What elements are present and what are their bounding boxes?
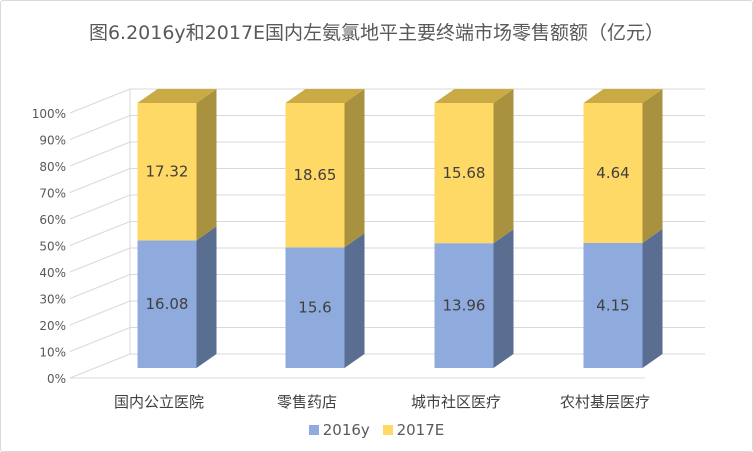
data-label: 18.65 [294, 166, 337, 184]
y-tick-label: 80% [39, 160, 66, 174]
y-tick-label: 30% [39, 293, 66, 307]
data-label: 15.68 [443, 164, 486, 182]
category-label: 零售药店 [277, 393, 337, 411]
bar-2017E [583, 103, 643, 243]
bar-top-2017E [137, 89, 217, 103]
y-tick-label: 10% [39, 346, 66, 360]
bar-2016y [434, 243, 494, 368]
y-tick-label: 70% [39, 187, 66, 201]
data-label: 13.96 [443, 297, 486, 315]
chart-title: 图6.2016y和2017E国内左氨氯地平主要终端市场零售额额（亿元） [88, 22, 665, 44]
bar-2017E [137, 103, 197, 241]
bar-side-2017E [493, 89, 514, 244]
legend-swatch-2017E [382, 425, 393, 435]
bar-side-2016y [344, 233, 365, 368]
bar-side-2016y [196, 226, 217, 368]
bar-2017E [285, 103, 345, 248]
y-axis-ticks: 0% 10% 20% 30% 40% 50% 60% 70% 80% 90% 100% [32, 107, 66, 386]
bar-top-2017E [583, 89, 663, 103]
y-tick-label: 0% [47, 372, 66, 386]
bar-side-2016y [642, 228, 663, 368]
y-tick-label: 50% [39, 240, 66, 254]
y-tick-label: 40% [39, 266, 66, 280]
category-label: 城市社区医疗 [411, 393, 501, 411]
category-labels: 国内公立医院 零售药店 城市社区医疗 农村基层医疗 [114, 393, 650, 411]
bar-2016y [137, 240, 197, 368]
legend-entry-2016y: 2016y [308, 421, 370, 439]
legend-entry-2017E: 2017E [382, 421, 445, 439]
legend-label-2016y: 2016y [322, 421, 370, 439]
y-tick-label: 90% [39, 134, 66, 148]
data-label: 15.6 [298, 299, 331, 317]
bar-top-2017E [434, 89, 514, 103]
legend-label-2017E: 2017E [396, 421, 445, 439]
bar-side-2017E [642, 89, 663, 243]
y-tick-label: 100% [32, 107, 66, 121]
bar-2017E [434, 103, 494, 244]
bars [137, 89, 663, 368]
bar-2016y [583, 242, 643, 368]
bar-side-2016y [493, 229, 514, 368]
data-label: 4.15 [596, 296, 629, 314]
data-label: 16.08 [146, 295, 189, 313]
bar-2016y [285, 247, 345, 368]
category-label: 国内公立医院 [114, 393, 204, 411]
bar-side-2017E [344, 89, 365, 248]
data-label: 4.64 [596, 164, 629, 182]
y-tick-label: 20% [39, 319, 66, 333]
data-label: 17.32 [146, 163, 189, 181]
category-label: 农村基层医疗 [560, 393, 650, 411]
bar-side-2017E [196, 89, 217, 241]
legend: 2016y 2017E [0, 421, 753, 439]
data-labels: 16.08 17.32 15.6 18.65 13.96 15.68 4.15 4.64 [146, 163, 630, 317]
bar-top-2017E [285, 89, 365, 103]
y-tick-label: 60% [39, 213, 66, 227]
legend-swatch-2016y [308, 425, 319, 435]
